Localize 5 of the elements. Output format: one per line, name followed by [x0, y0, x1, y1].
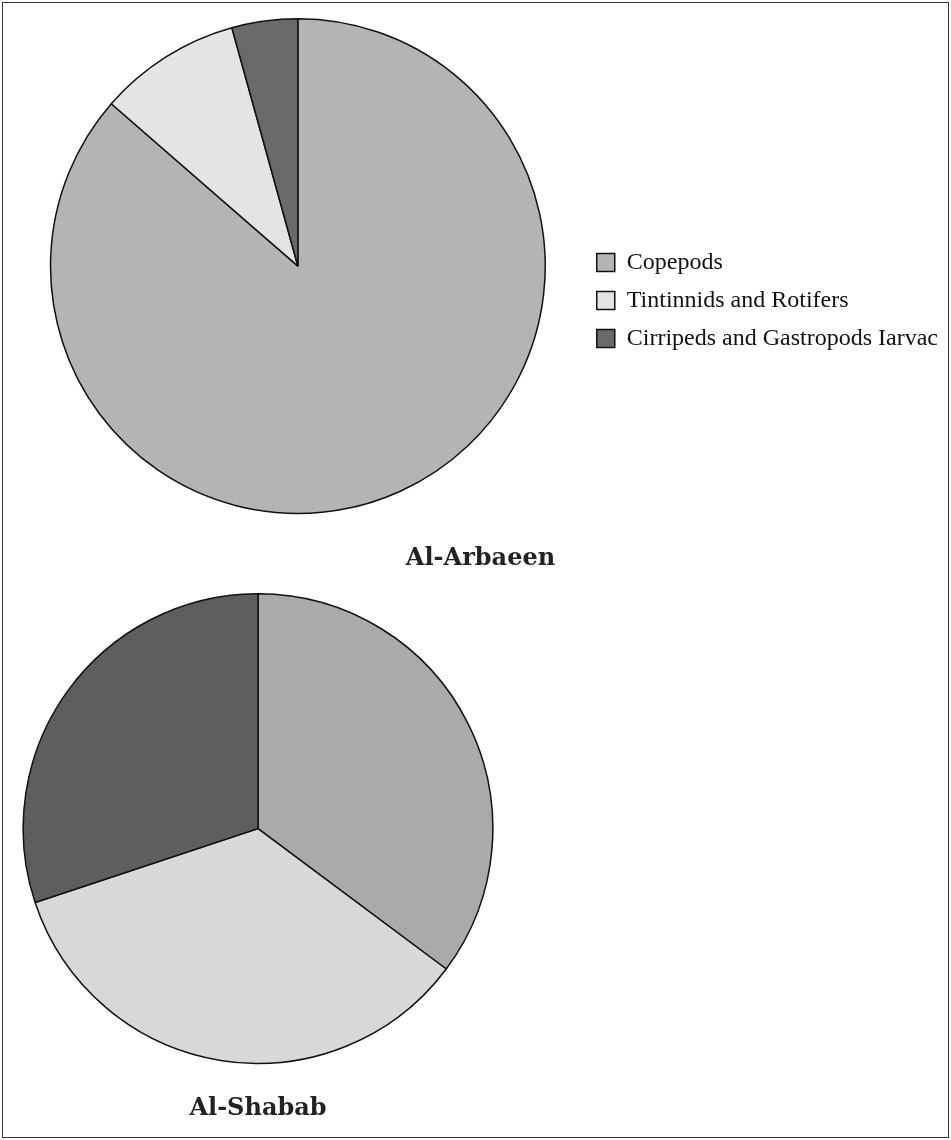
legend-label: Cirripeds and Gastropods Iarvac: [626, 323, 939, 350]
text: Al-Shabab: [188, 1091, 327, 1121]
legend-label: Tintinnids and Rotifers: [626, 285, 849, 312]
text: Al-Arbaeen: [404, 541, 556, 571]
legend-label: Copepods: [626, 247, 723, 274]
